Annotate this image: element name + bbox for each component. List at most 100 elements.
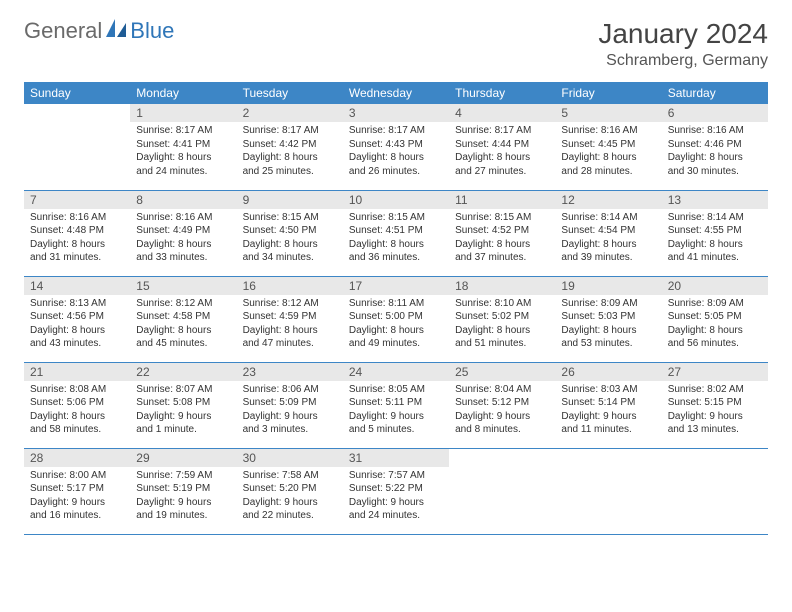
calendar-week-row: 28Sunrise: 8:00 AMSunset: 5:17 PMDayligh… — [24, 448, 768, 534]
weekday-header: Monday — [130, 82, 236, 104]
day-number: 8 — [130, 191, 236, 209]
calendar-day-cell: 15Sunrise: 8:12 AMSunset: 4:58 PMDayligh… — [130, 276, 236, 362]
calendar-day-cell: 22Sunrise: 8:07 AMSunset: 5:08 PMDayligh… — [130, 362, 236, 448]
daylight-text: Daylight: 8 hours and 26 minutes. — [349, 151, 443, 178]
day-details: Sunrise: 8:12 AMSunset: 4:59 PMDaylight:… — [237, 295, 343, 355]
daylight-text: Daylight: 8 hours and 30 minutes. — [668, 151, 762, 178]
day-details: Sunrise: 8:09 AMSunset: 5:03 PMDaylight:… — [555, 295, 661, 355]
sunrise-text: Sunrise: 7:57 AM — [349, 469, 443, 483]
sunrise-text: Sunrise: 8:09 AM — [561, 297, 655, 311]
sunrise-text: Sunrise: 8:12 AM — [243, 297, 337, 311]
weekday-header: Saturday — [662, 82, 768, 104]
daylight-text: Daylight: 8 hours and 27 minutes. — [455, 151, 549, 178]
sunset-text: Sunset: 4:50 PM — [243, 224, 337, 238]
sunrise-text: Sunrise: 8:17 AM — [136, 124, 230, 138]
sunrise-text: Sunrise: 8:13 AM — [30, 297, 124, 311]
calendar-day-cell — [449, 448, 555, 534]
day-details: Sunrise: 8:00 AMSunset: 5:17 PMDaylight:… — [24, 467, 130, 527]
calendar-week-row: 1Sunrise: 8:17 AMSunset: 4:41 PMDaylight… — [24, 104, 768, 190]
day-number: 29 — [130, 449, 236, 467]
sunrise-text: Sunrise: 7:59 AM — [136, 469, 230, 483]
sunset-text: Sunset: 5:08 PM — [136, 396, 230, 410]
day-details: Sunrise: 8:16 AMSunset: 4:45 PMDaylight:… — [555, 122, 661, 182]
sunset-text: Sunset: 4:55 PM — [668, 224, 762, 238]
calendar-week-row: 21Sunrise: 8:08 AMSunset: 5:06 PMDayligh… — [24, 362, 768, 448]
sunset-text: Sunset: 4:45 PM — [561, 138, 655, 152]
day-details: Sunrise: 8:11 AMSunset: 5:00 PMDaylight:… — [343, 295, 449, 355]
day-details: Sunrise: 8:04 AMSunset: 5:12 PMDaylight:… — [449, 381, 555, 441]
sunrise-text: Sunrise: 8:14 AM — [561, 211, 655, 225]
sunset-text: Sunset: 5:09 PM — [243, 396, 337, 410]
calendar-day-cell — [555, 448, 661, 534]
sunrise-text: Sunrise: 8:03 AM — [561, 383, 655, 397]
location-label: Schramberg, Germany — [598, 52, 768, 70]
weekday-header: Thursday — [449, 82, 555, 104]
sunrise-text: Sunrise: 8:16 AM — [668, 124, 762, 138]
calendar-day-cell: 30Sunrise: 7:58 AMSunset: 5:20 PMDayligh… — [237, 448, 343, 534]
calendar-day-cell — [24, 104, 130, 190]
daylight-text: Daylight: 9 hours and 3 minutes. — [243, 410, 337, 437]
sunrise-text: Sunrise: 8:06 AM — [243, 383, 337, 397]
day-details: Sunrise: 8:17 AMSunset: 4:42 PMDaylight:… — [237, 122, 343, 182]
day-details: Sunrise: 8:16 AMSunset: 4:48 PMDaylight:… — [24, 209, 130, 269]
sunrise-text: Sunrise: 8:15 AM — [349, 211, 443, 225]
day-details: Sunrise: 7:57 AMSunset: 5:22 PMDaylight:… — [343, 467, 449, 527]
daylight-text: Daylight: 9 hours and 5 minutes. — [349, 410, 443, 437]
calendar-day-cell: 14Sunrise: 8:13 AMSunset: 4:56 PMDayligh… — [24, 276, 130, 362]
day-number: 3 — [343, 104, 449, 122]
daylight-text: Daylight: 9 hours and 16 minutes. — [30, 496, 124, 523]
logo-sail-icon — [106, 19, 128, 44]
calendar-day-cell: 20Sunrise: 8:09 AMSunset: 5:05 PMDayligh… — [662, 276, 768, 362]
sunrise-text: Sunrise: 8:11 AM — [349, 297, 443, 311]
daylight-text: Daylight: 8 hours and 39 minutes. — [561, 238, 655, 265]
calendar-day-cell: 24Sunrise: 8:05 AMSunset: 5:11 PMDayligh… — [343, 362, 449, 448]
day-number: 1 — [130, 104, 236, 122]
day-number: 4 — [449, 104, 555, 122]
sunrise-text: Sunrise: 8:15 AM — [455, 211, 549, 225]
calendar-day-cell: 29Sunrise: 7:59 AMSunset: 5:19 PMDayligh… — [130, 448, 236, 534]
sunrise-text: Sunrise: 8:10 AM — [455, 297, 549, 311]
day-number — [555, 449, 661, 467]
sunrise-text: Sunrise: 8:02 AM — [668, 383, 762, 397]
sunrise-text: Sunrise: 8:08 AM — [30, 383, 124, 397]
sunset-text: Sunset: 5:05 PM — [668, 310, 762, 324]
daylight-text: Daylight: 8 hours and 28 minutes. — [561, 151, 655, 178]
daylight-text: Daylight: 8 hours and 49 minutes. — [349, 324, 443, 351]
day-number: 12 — [555, 191, 661, 209]
day-number: 5 — [555, 104, 661, 122]
day-details: Sunrise: 8:08 AMSunset: 5:06 PMDaylight:… — [24, 381, 130, 441]
sunrise-text: Sunrise: 8:05 AM — [349, 383, 443, 397]
calendar-day-cell: 26Sunrise: 8:03 AMSunset: 5:14 PMDayligh… — [555, 362, 661, 448]
daylight-text: Daylight: 9 hours and 11 minutes. — [561, 410, 655, 437]
day-number: 22 — [130, 363, 236, 381]
day-details: Sunrise: 8:14 AMSunset: 4:55 PMDaylight:… — [662, 209, 768, 269]
day-number: 9 — [237, 191, 343, 209]
day-details: Sunrise: 8:07 AMSunset: 5:08 PMDaylight:… — [130, 381, 236, 441]
month-title: January 2024 — [598, 18, 768, 50]
daylight-text: Daylight: 9 hours and 8 minutes. — [455, 410, 549, 437]
calendar-day-cell: 11Sunrise: 8:15 AMSunset: 4:52 PMDayligh… — [449, 190, 555, 276]
day-details: Sunrise: 8:17 AMSunset: 4:44 PMDaylight:… — [449, 122, 555, 182]
sunrise-text: Sunrise: 8:12 AM — [136, 297, 230, 311]
day-details: Sunrise: 8:12 AMSunset: 4:58 PMDaylight:… — [130, 295, 236, 355]
sunset-text: Sunset: 4:44 PM — [455, 138, 549, 152]
calendar-day-cell: 3Sunrise: 8:17 AMSunset: 4:43 PMDaylight… — [343, 104, 449, 190]
day-details: Sunrise: 7:58 AMSunset: 5:20 PMDaylight:… — [237, 467, 343, 527]
calendar-day-cell: 18Sunrise: 8:10 AMSunset: 5:02 PMDayligh… — [449, 276, 555, 362]
day-number: 11 — [449, 191, 555, 209]
day-number: 25 — [449, 363, 555, 381]
calendar-day-cell: 4Sunrise: 8:17 AMSunset: 4:44 PMDaylight… — [449, 104, 555, 190]
day-number: 18 — [449, 277, 555, 295]
calendar-day-cell: 25Sunrise: 8:04 AMSunset: 5:12 PMDayligh… — [449, 362, 555, 448]
sunrise-text: Sunrise: 8:00 AM — [30, 469, 124, 483]
sunset-text: Sunset: 4:51 PM — [349, 224, 443, 238]
sunrise-text: Sunrise: 8:09 AM — [668, 297, 762, 311]
day-details: Sunrise: 8:09 AMSunset: 5:05 PMDaylight:… — [662, 295, 768, 355]
daylight-text: Daylight: 8 hours and 53 minutes. — [561, 324, 655, 351]
calendar-day-cell: 13Sunrise: 8:14 AMSunset: 4:55 PMDayligh… — [662, 190, 768, 276]
sunset-text: Sunset: 4:56 PM — [30, 310, 124, 324]
calendar-day-cell: 1Sunrise: 8:17 AMSunset: 4:41 PMDaylight… — [130, 104, 236, 190]
calendar-day-cell: 8Sunrise: 8:16 AMSunset: 4:49 PMDaylight… — [130, 190, 236, 276]
sunset-text: Sunset: 4:46 PM — [668, 138, 762, 152]
calendar-day-cell: 23Sunrise: 8:06 AMSunset: 5:09 PMDayligh… — [237, 362, 343, 448]
